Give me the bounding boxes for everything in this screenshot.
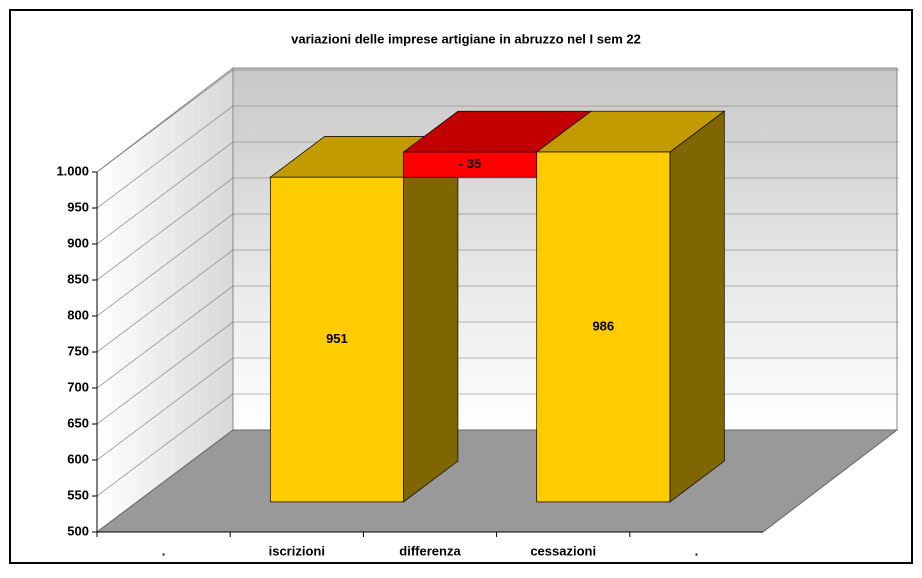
bar bbox=[403, 151, 538, 178]
y-tick-label: 750 bbox=[67, 343, 89, 358]
grid-line bbox=[96, 141, 234, 245]
grid-line bbox=[96, 177, 234, 281]
grid-line bbox=[96, 393, 234, 497]
x-tick-label: . bbox=[695, 543, 699, 558]
y-tick-label: 800 bbox=[67, 307, 89, 322]
bar-side bbox=[403, 135, 459, 503]
x-tick-label: differenza bbox=[399, 543, 461, 558]
y-tick-label: 950 bbox=[67, 199, 89, 214]
x-tick-label: iscrizioni bbox=[269, 543, 325, 558]
y-tick-label: 650 bbox=[67, 415, 89, 430]
chart-title: variazioni delle imprese artigiane in ab… bbox=[291, 31, 641, 46]
y-tick-label: 900 bbox=[67, 235, 89, 250]
value-label: - 35 bbox=[459, 156, 481, 171]
grid-line bbox=[96, 249, 234, 353]
floor bbox=[95, 429, 899, 533]
grid-line bbox=[96, 285, 234, 389]
y-tick-label: 700 bbox=[67, 379, 89, 394]
y-tick-label: 1.000 bbox=[56, 163, 89, 178]
y-tick-label: 550 bbox=[67, 487, 89, 502]
value-label: 986 bbox=[592, 318, 614, 333]
grid-line bbox=[96, 69, 234, 173]
y-tick-label: 500 bbox=[67, 523, 89, 538]
y-tick-label: 850 bbox=[67, 271, 89, 286]
bar bbox=[536, 151, 671, 503]
bar bbox=[269, 176, 404, 503]
grid-line bbox=[96, 213, 234, 317]
value-label: 951 bbox=[326, 331, 348, 346]
y-tick-label: 600 bbox=[67, 451, 89, 466]
x-tick-label: cessazioni bbox=[530, 543, 596, 558]
grid-line bbox=[96, 357, 234, 461]
x-tick-label: . bbox=[162, 543, 166, 558]
bar-side bbox=[669, 110, 725, 503]
grid-line bbox=[96, 321, 234, 425]
grid-line bbox=[96, 105, 234, 209]
